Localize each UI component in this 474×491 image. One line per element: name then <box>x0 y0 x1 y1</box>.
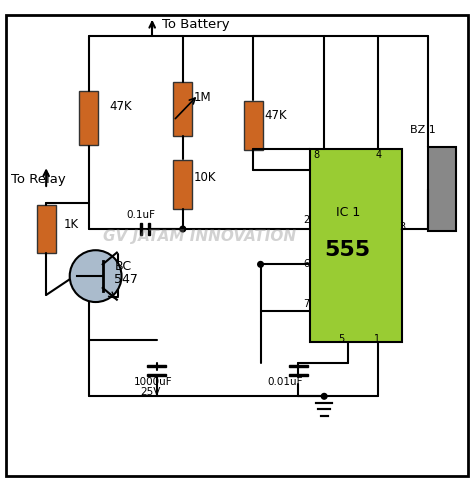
Text: 1M: 1M <box>194 90 211 104</box>
Text: 6: 6 <box>304 259 310 270</box>
Text: 3: 3 <box>400 221 406 232</box>
Circle shape <box>70 250 121 302</box>
Bar <box>173 82 192 136</box>
Text: 547: 547 <box>115 273 138 286</box>
Text: BC: BC <box>115 260 132 273</box>
Text: 25V: 25V <box>140 386 161 397</box>
Bar <box>140 223 142 235</box>
Text: 4: 4 <box>375 150 382 160</box>
Text: 47K: 47K <box>264 109 287 122</box>
Circle shape <box>321 393 327 399</box>
Bar <box>148 223 150 235</box>
Bar <box>147 365 166 367</box>
Text: IC 1: IC 1 <box>336 206 360 219</box>
Bar <box>244 101 263 150</box>
Text: 47K: 47K <box>110 100 132 113</box>
Text: 5: 5 <box>338 334 345 344</box>
Text: 7: 7 <box>304 300 310 309</box>
Text: GV JATAM INNOVATION: GV JATAM INNOVATION <box>103 229 296 244</box>
Circle shape <box>258 262 264 267</box>
Text: 1000uF: 1000uF <box>133 377 172 387</box>
Bar <box>36 205 55 252</box>
Text: 1K: 1K <box>64 218 79 231</box>
Text: 0.1uF: 0.1uF <box>126 210 155 220</box>
Bar <box>289 374 308 376</box>
Circle shape <box>180 226 186 232</box>
Text: 1: 1 <box>374 334 380 344</box>
Text: 555: 555 <box>325 240 371 260</box>
Bar <box>428 146 456 231</box>
Text: 10K: 10K <box>194 171 216 184</box>
Text: 2: 2 <box>304 215 310 224</box>
Bar <box>289 365 308 367</box>
Text: 0.01uF: 0.01uF <box>268 377 303 387</box>
Text: To Battery: To Battery <box>162 18 229 30</box>
Text: BZ 1: BZ 1 <box>410 125 436 135</box>
Bar <box>173 160 192 209</box>
Bar <box>147 374 166 376</box>
Text: To Relay: To Relay <box>11 173 65 186</box>
Bar <box>310 149 402 342</box>
Text: 8: 8 <box>313 150 319 160</box>
Bar <box>79 91 98 145</box>
